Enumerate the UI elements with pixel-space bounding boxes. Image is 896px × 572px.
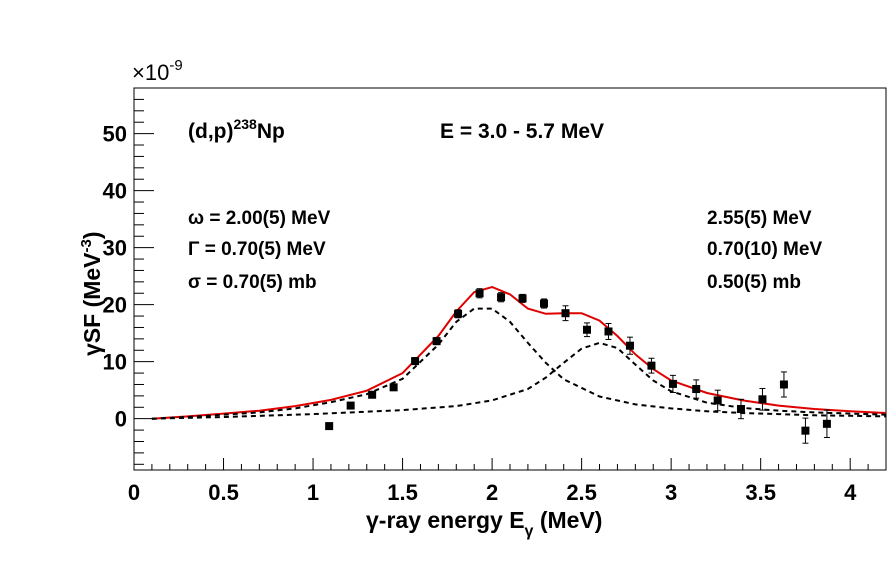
component-fit-line [151,341,887,420]
data-marker [604,327,613,336]
data-point [758,387,767,411]
x-tick-label: 2 [486,480,498,505]
data-point [389,383,398,392]
data-point [540,298,549,309]
gamma1-label: Γ = 0.70(5) MeV [188,239,326,260]
data-point [668,374,677,393]
data-marker [561,309,570,318]
data-marker [758,395,767,404]
y-tick-label: 50 [103,122,127,147]
data-point [454,309,463,319]
x-tick-labels: 0 0.5 1 1.5 2 2.5 3 3.5 4 [128,480,857,505]
x-tick-label: 0.5 [208,480,239,505]
data-point [497,292,506,303]
data-points [325,288,831,444]
axis-ticks [133,98,887,470]
energy-range-label: E = 3.0 - 5.7 MeV [440,120,604,143]
data-marker [692,385,701,394]
x-axis-title: γ-ray energy Eγ (MeV) [366,507,602,540]
data-marker [801,426,810,435]
data-point [411,357,420,366]
data-point [779,371,788,398]
x-tick-label: 2.5 [566,480,597,505]
data-point [346,401,355,410]
data-marker [475,289,484,298]
y-tick-label: 30 [103,236,127,261]
data-point [647,357,656,374]
data-point [368,390,377,399]
x-tick-label: 3 [665,480,677,505]
data-point [432,337,441,346]
data-marker [713,396,722,405]
data-point [625,336,634,355]
data-point [801,417,810,444]
data-marker [454,309,463,318]
component-fit-line [151,307,887,420]
data-marker [432,337,441,346]
data-marker [518,294,527,303]
data-marker [540,299,549,308]
sigma2-label: 0.50(5) mb [707,272,801,293]
data-marker [822,419,831,428]
data-point [692,379,701,399]
y-tick-label: 20 [103,293,127,318]
x-tick-label: 0 [128,480,140,505]
data-point [582,322,591,338]
data-marker [497,293,506,302]
data-marker [368,390,377,399]
omega2-label: 2.55(5) MeV [707,208,812,229]
x-tick-label: 3.5 [745,480,776,505]
data-marker [325,422,334,431]
data-point [325,422,334,431]
x-tick-label: 4 [844,480,857,505]
data-point [604,322,613,340]
x-tick-label: 1 [307,480,319,505]
y-tick-label: 0 [115,407,127,432]
data-marker [411,357,420,366]
data-point [475,288,484,299]
data-point [713,389,722,412]
data-marker [625,341,634,350]
data-marker [736,404,745,413]
data-point [518,293,527,303]
fit-curves [151,285,887,420]
data-marker [647,361,656,370]
y-tick-label: 10 [103,350,127,375]
total-fit-line [151,285,887,420]
omega1-label: ω = 2.00(5) MeV [188,208,331,229]
x-tick-label: 1.5 [387,480,418,505]
sigma1-label: σ = 0.70(5) mb [188,272,317,293]
data-marker [582,325,591,334]
gamma2-label: 0.70(10) MeV [707,239,822,260]
data-point [561,305,570,322]
data-marker [346,401,355,410]
data-marker [389,383,398,392]
data-marker [668,379,677,388]
y-tick-labels: 0 10 20 30 40 50 [103,122,127,432]
y-axis-title: γSF (MeV-3) [78,231,105,356]
data-marker [779,380,788,389]
reaction-label: (d,p)238Np [188,116,285,143]
y-tick-label: 40 [103,179,127,204]
y-exponent-label: ×10-9 [132,57,183,85]
data-point [736,398,745,420]
data-point [822,409,831,439]
